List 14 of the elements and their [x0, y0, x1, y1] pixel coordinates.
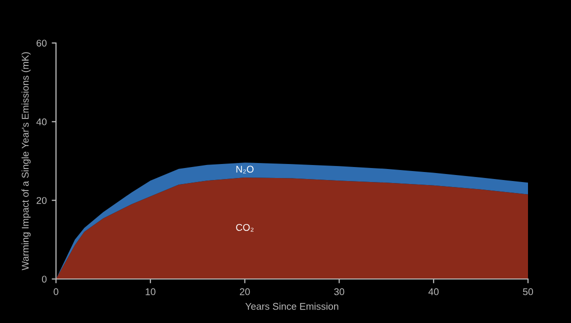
y-tick-label: 40	[36, 118, 47, 126]
x-tick-label: 50	[522, 288, 534, 296]
x-axis-title: Years Since Emission	[245, 302, 338, 310]
x-tick-label: 30	[334, 288, 344, 296]
y-axis-title: Warming Impact of a Single Year's Emissions (mK)	[22, 52, 31, 270]
y-tick-label: 20	[36, 197, 47, 204]
series-label: N₂O	[236, 166, 254, 174]
y-tick-label: 0	[42, 276, 47, 283]
series-label: CO₂	[236, 224, 254, 232]
x-tick-label: 0	[54, 288, 58, 296]
x-tick-label: 20	[240, 288, 250, 296]
x-tick-label: 10	[146, 288, 156, 296]
y-tick-label: 60	[36, 40, 47, 47]
x-tick-label: 40	[428, 288, 439, 296]
